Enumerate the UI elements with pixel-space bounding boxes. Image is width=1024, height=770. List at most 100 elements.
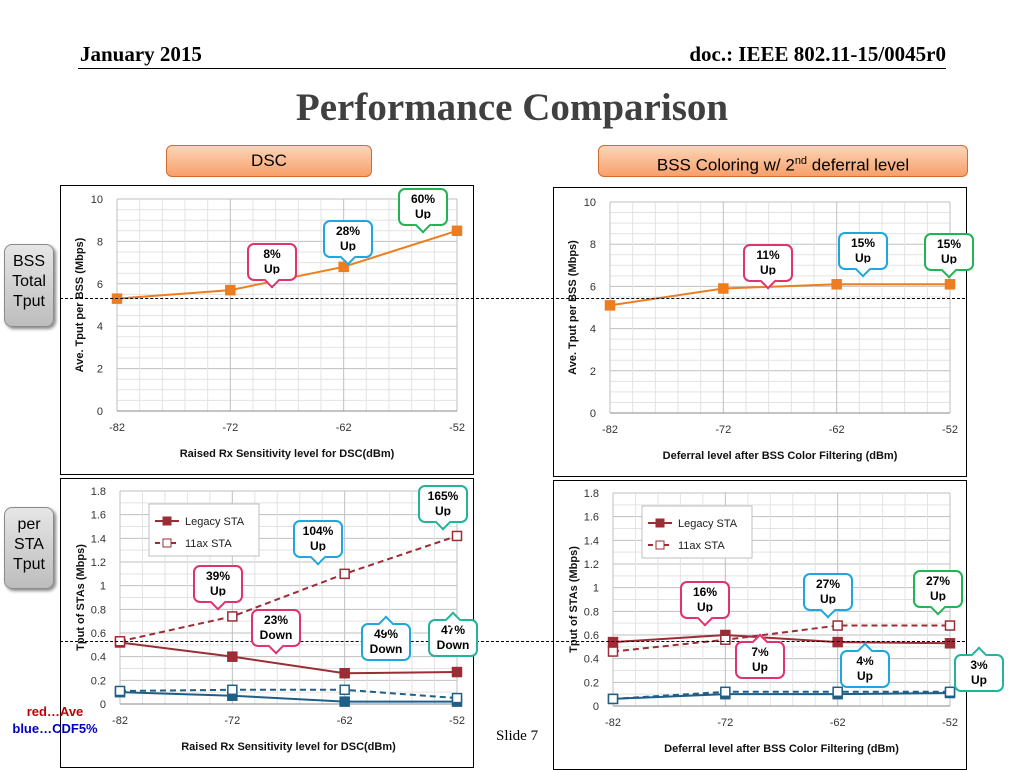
callout-green: 15% Up — [924, 233, 974, 279]
callout-text: Up — [857, 669, 873, 683]
bss-coloring-tag: BSS Coloring w/ 2nd deferral level — [598, 145, 968, 177]
chart-svg: 0 0.2 0.4 0.6 0.8 1 1.2 1.4 1.6 1.8 -82 -72 -62 -52 Ra… — [75, 486, 465, 753]
y-tick-label: 10 — [584, 197, 596, 209]
data-point — [225, 284, 236, 296]
series-line — [119, 691, 457, 703]
data-point — [339, 667, 350, 679]
callout-teal: 3% Up — [954, 646, 1004, 692]
data-point — [451, 530, 463, 542]
callout-text: Up — [697, 600, 713, 614]
x-tick-label: -62 — [337, 715, 353, 727]
side-line: Total — [12, 273, 46, 290]
callout-green: 60% Up — [398, 188, 448, 234]
callout-text: 3% — [970, 658, 988, 672]
data-point — [339, 568, 350, 580]
reference-line-bottom — [60, 641, 965, 642]
callout-text: Up — [435, 504, 451, 518]
callout-blue: 104% Up — [293, 520, 343, 566]
legend-label-legacy: Legacy STA — [185, 516, 245, 528]
legend-marker-legacy — [655, 518, 665, 528]
data-point — [451, 692, 463, 704]
data-point — [718, 283, 729, 294]
callout-text: 27% — [815, 577, 841, 591]
series-line — [612, 624, 950, 653]
series-line — [119, 641, 458, 675]
x-tick-label: -82 — [605, 717, 621, 729]
x-tick-label: -52 — [942, 717, 958, 729]
y-tick-label: 0 — [593, 701, 599, 713]
data-point — [944, 279, 956, 290]
callout-text: 104% — [302, 524, 334, 538]
reference-line-top — [60, 298, 965, 299]
note-red: red…Ave — [26, 704, 84, 719]
data-point — [607, 693, 619, 705]
callout-text: Down — [369, 642, 403, 656]
data-point — [451, 225, 463, 237]
data-point — [944, 620, 956, 631]
y-tick-label: 1.8 — [91, 486, 106, 498]
callout-text: 4% — [856, 654, 874, 668]
x-axis-title: Raised Rx Sensitivity level for DSC(dBm) — [180, 448, 395, 460]
y-tick-label: 4 — [97, 321, 103, 333]
y-tick-label: 0.2 — [91, 675, 106, 687]
x-axis-title: Raised Rx Sensitivity level for DSC(dBm) — [181, 741, 396, 753]
callout-blue: 28% Up — [323, 220, 373, 266]
series-line — [119, 535, 458, 643]
callout-text: 165% — [427, 489, 459, 503]
y-tick-label: 1 — [100, 581, 106, 593]
dsc-tag-label: DSC — [251, 151, 287, 170]
callout-teal: 47% Down — [428, 611, 478, 657]
x-tick-label: -72 — [222, 422, 238, 434]
x-tick-label: -62 — [336, 422, 352, 434]
x-tick-label: -62 — [830, 717, 846, 729]
chart-svg: 0 2 4 6 8 10 -82 -72 -62 -52 Raised Rx Sensitivity… — [74, 194, 465, 460]
x-tick-label: -82 — [109, 422, 125, 434]
y-tick-label: 0 — [590, 408, 596, 420]
x-tick-label: -82 — [112, 715, 128, 727]
legend-marker-11ax — [655, 540, 665, 550]
chart-bss-coloring-bss-tput: 0 2 4 6 8 10 -82 -72 -62 -52 Deferral level after … — [553, 187, 967, 477]
callout-text: 7% — [751, 645, 769, 659]
y-tick-label: 0.6 — [91, 628, 106, 640]
callout-text: Up — [971, 673, 987, 687]
chart-svg: 0 0.2 0.4 0.6 0.8 1 1.2 1.4 1.6 1.8 -82 -72 -62 -52 De… — [568, 488, 958, 755]
y-tick-label: 1.6 — [584, 512, 599, 524]
callout-text: 39% — [205, 569, 231, 583]
callout-text: Down — [436, 638, 470, 652]
side-line: per — [17, 516, 41, 533]
x-tick-label: -72 — [717, 717, 733, 729]
callout-pink: 23% Down — [251, 609, 301, 655]
callout-text: Up — [930, 589, 946, 603]
y-tick-label: 0 — [100, 699, 106, 711]
callout-text: Down — [259, 628, 293, 642]
y-axis-title: Tput of STAs (Mbps) — [75, 544, 87, 651]
header-date: January 2015 — [80, 42, 202, 66]
callout-text: Up — [855, 251, 871, 265]
side-line: BSS — [12, 253, 45, 270]
header-doc-id: doc.: IEEE 802.11-15/0045r0 — [689, 42, 946, 66]
data-point — [720, 686, 731, 698]
y-tick-label: 6 — [590, 281, 596, 293]
y-tick-label: 1 — [593, 583, 599, 595]
header-rule — [78, 68, 946, 69]
data-point — [831, 279, 842, 290]
callout-text: 49% — [373, 627, 399, 641]
callout-teal: 165% Up — [418, 485, 468, 531]
side-line: Tput — [12, 293, 45, 310]
data-point — [227, 611, 238, 622]
y-tick-label: 0 — [97, 406, 103, 418]
series-line — [612, 633, 951, 645]
y-axis-title: Ave. Tput per BSS (Mbps) — [567, 240, 579, 375]
callout-text: Up — [820, 592, 836, 606]
legend-note: red…Ave blue…CDF5% — [0, 703, 110, 737]
callout-text: Up — [415, 207, 431, 221]
bss-tag-prefix: BSS Coloring w/ 2 — [656, 155, 795, 175]
callout-text: Up — [310, 539, 326, 553]
callout-text: 8% — [263, 247, 281, 261]
data-point — [114, 685, 126, 697]
data-point — [832, 620, 843, 631]
y-tick-label: 8 — [97, 236, 103, 248]
legend-label-11ax: 11ax STA — [185, 538, 232, 550]
callout-text: Up — [340, 239, 356, 253]
callout-text: 60% — [410, 192, 436, 206]
